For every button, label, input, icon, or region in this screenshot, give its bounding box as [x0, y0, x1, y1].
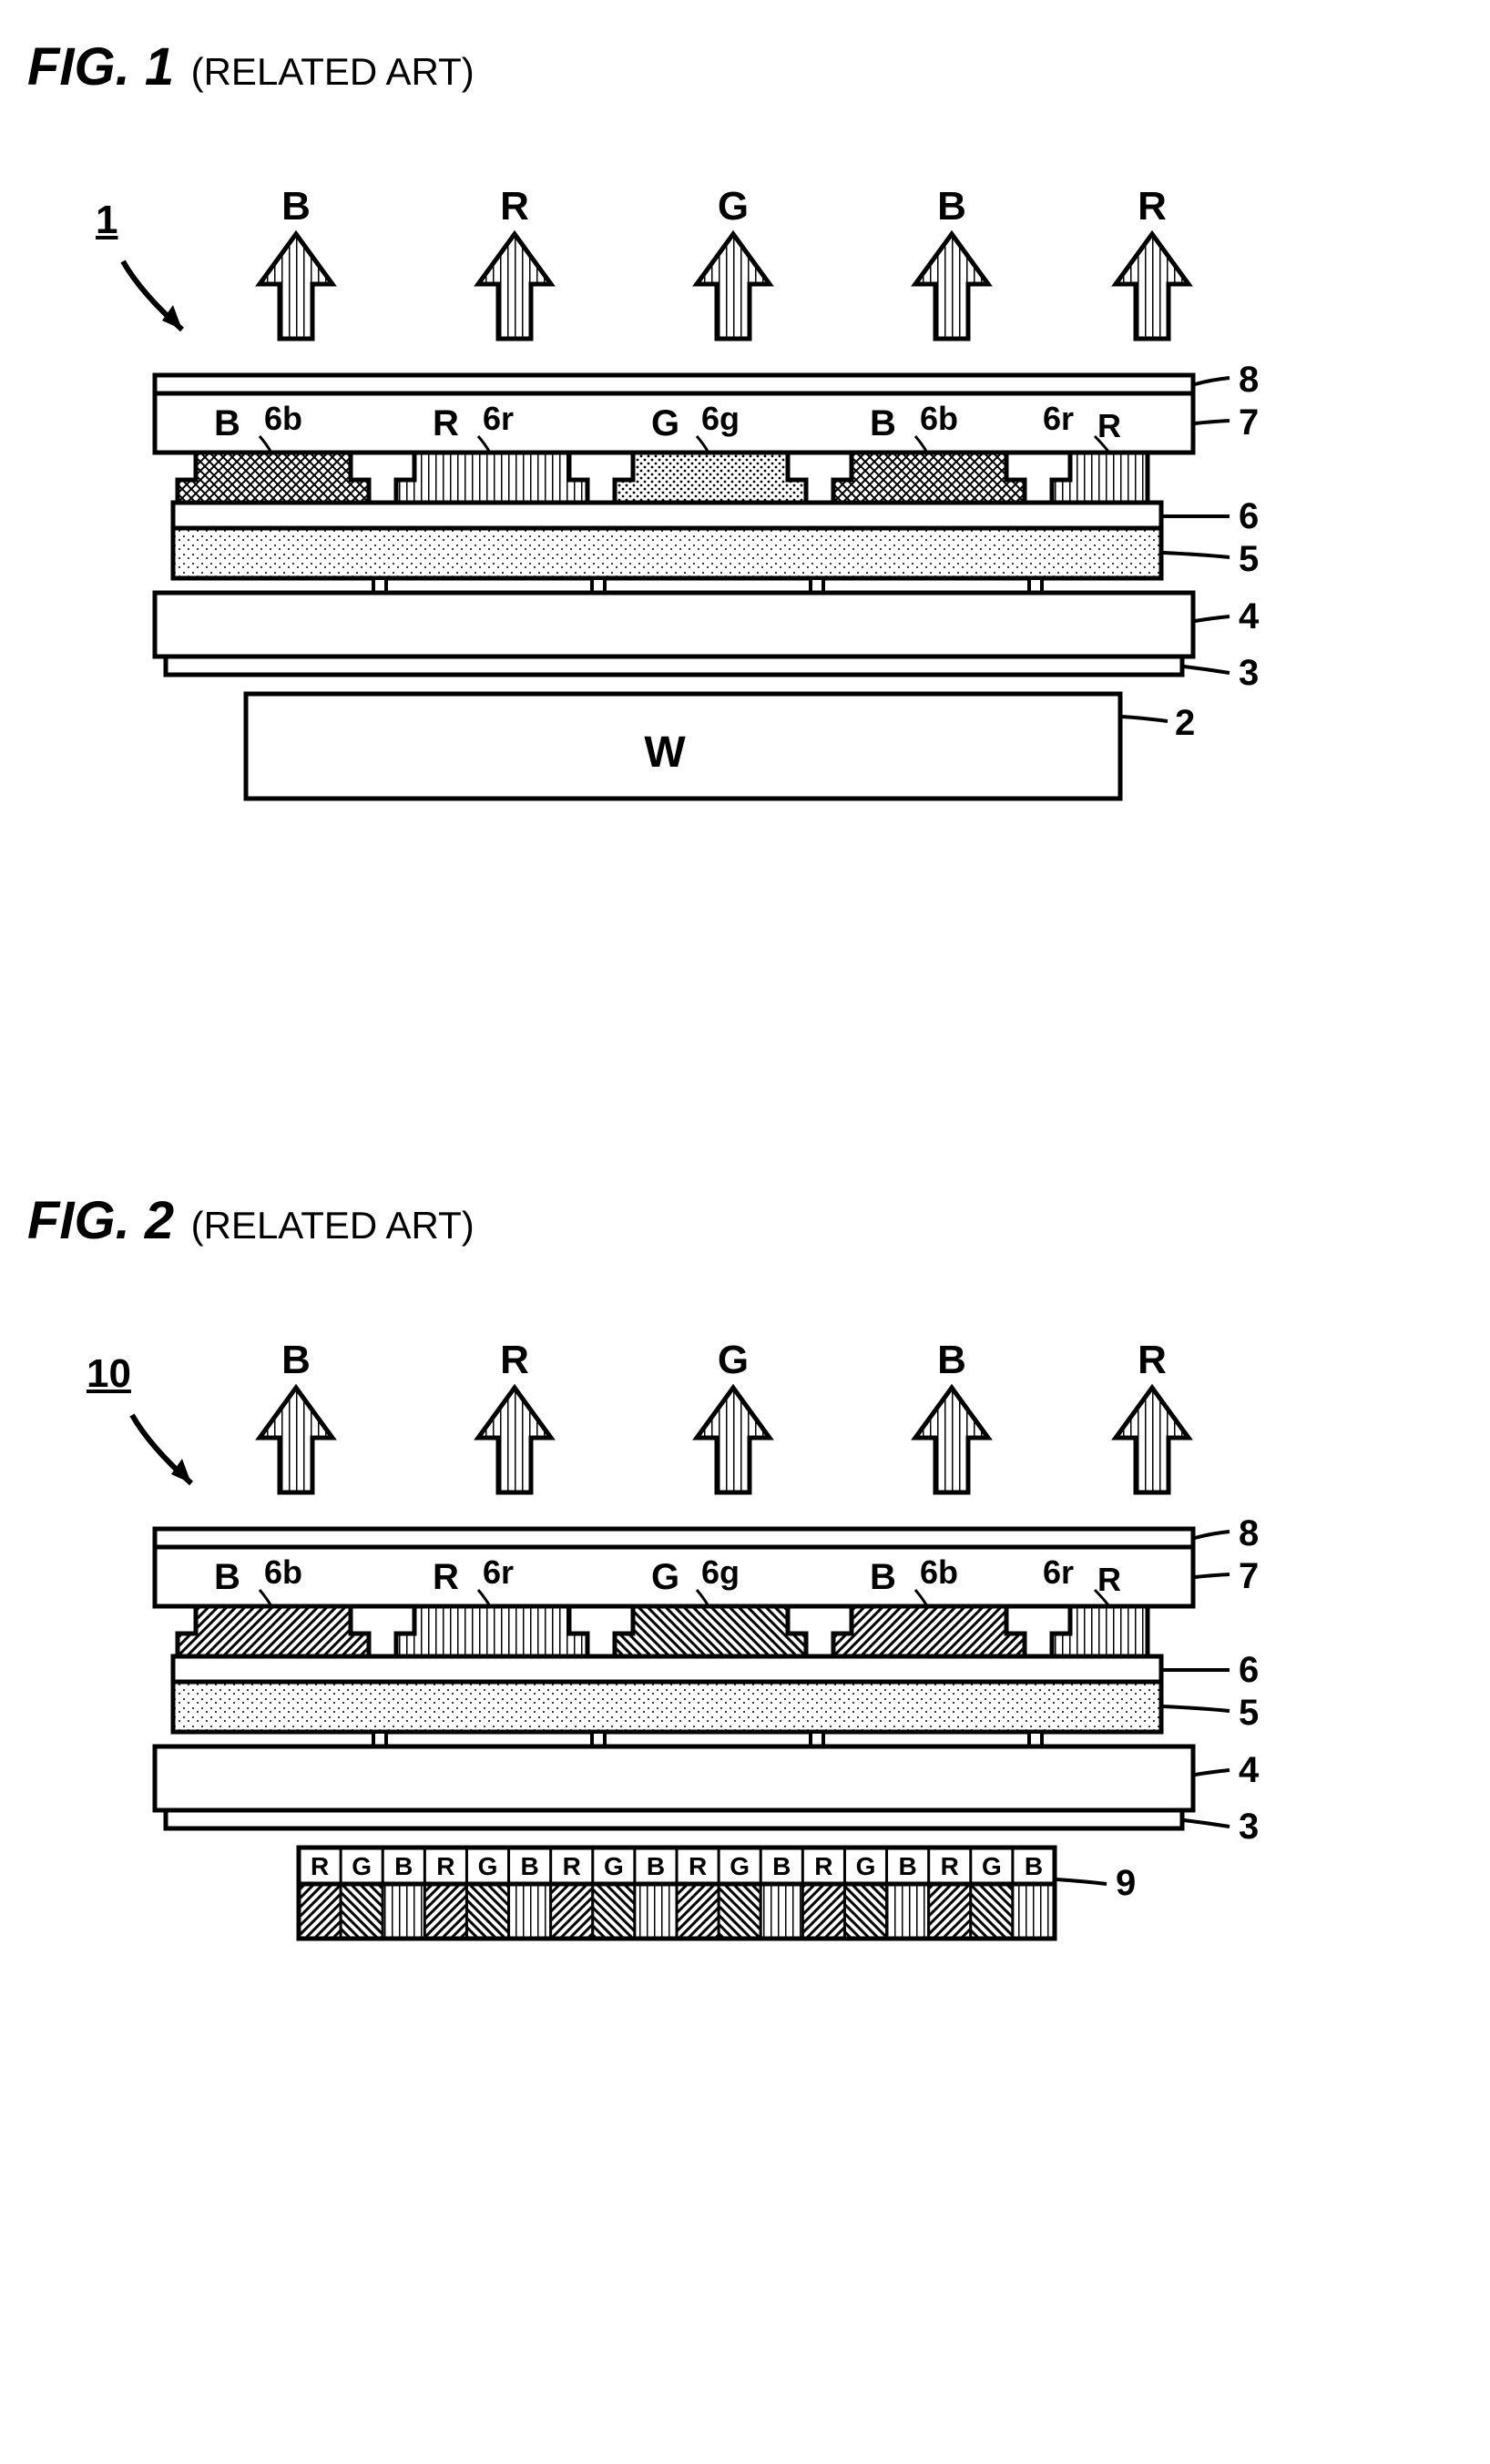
fig1-arrow-label-3: B — [915, 184, 988, 229]
fig1-f1-l: R — [433, 403, 459, 444]
fig1-arrows-group — [260, 234, 1189, 339]
fig1-rl-5: 3 — [1239, 653, 1259, 694]
fig2-f4-s: 6r — [1043, 1553, 1074, 1592]
fig2-rl-5: 3 — [1239, 1807, 1259, 1848]
fig2-rl-1: 7 — [1239, 1556, 1259, 1597]
fig2-rl-0: 8 — [1239, 1513, 1259, 1554]
fig1-arrow-label-1: R — [478, 184, 551, 229]
svg-text:R: R — [689, 1852, 707, 1880]
svg-text:R: R — [814, 1852, 832, 1880]
svg-text:G: G — [982, 1852, 1002, 1880]
svg-text:G: G — [352, 1852, 372, 1880]
fig2-ref: 10 — [87, 1351, 131, 1397]
fig1-rl-2: 6 — [1239, 496, 1259, 537]
fig1-ref: 1 — [96, 198, 117, 243]
svg-text:G: G — [856, 1852, 876, 1880]
fig2-filter-row — [178, 1606, 1148, 1656]
fig1-arrow-label-0: B — [260, 184, 332, 229]
fig2-arrow-label-2: G — [697, 1338, 770, 1383]
svg-text:G: G — [730, 1852, 750, 1880]
fig1-f2-s: 6g — [701, 400, 740, 438]
fig1-rl-0: 8 — [1239, 360, 1259, 401]
svg-text:B: B — [647, 1852, 665, 1880]
figure-2: FIG. 2 (RELATED ART) — [27, 1190, 1463, 2107]
fig1-f3-s: 6b — [920, 400, 958, 438]
svg-text:B: B — [394, 1852, 413, 1880]
fig2-title-text: FIG. 2 — [27, 1191, 174, 1250]
figure-1-title: FIG. 1 (RELATED ART) — [27, 36, 1463, 97]
svg-text:B: B — [1025, 1852, 1043, 1880]
fig1-f1-s: 6r — [483, 400, 514, 438]
svg-text:B: B — [520, 1852, 538, 1880]
fig1-backlight-W: W — [644, 728, 686, 777]
fig1-f2-l: G — [651, 403, 679, 444]
figure-1: FIG. 1 (RELATED ART) — [27, 36, 1463, 953]
figure-2-title: FIG. 2 (RELATED ART) — [27, 1190, 1463, 1251]
fig1-f4-l: R — [1097, 407, 1121, 445]
fig1-rl-6: 2 — [1175, 703, 1195, 744]
fig1-diagram: W 1 B R G B R B 6b R 6r G 6g B — [27, 134, 1393, 953]
fig2-f1-l: R — [433, 1557, 459, 1598]
fig1-rl-3: 5 — [1239, 539, 1259, 580]
fig2-f3-s: 6b — [920, 1553, 958, 1592]
fig2-svg: RGBRGBRGBRGBRGBRGB — [27, 1288, 1393, 2107]
fig2-rl-3: 5 — [1239, 1693, 1259, 1734]
fig2-arrow-label-0: B — [260, 1338, 332, 1383]
svg-text:G: G — [604, 1852, 624, 1880]
fig1-f3-l: B — [870, 403, 896, 444]
fig2-arrow-label-3: B — [915, 1338, 988, 1383]
fig2-arrow-label-1: R — [478, 1338, 551, 1383]
fig1-f0-s: 6b — [264, 400, 302, 438]
fig1-subtitle-text: (RELATED ART) — [191, 50, 475, 93]
fig2-rgb-backlight: RGBRGBRGBRGBRGBRGB — [299, 1848, 1055, 1939]
fig2-f2-l: G — [651, 1557, 679, 1598]
fig2-f1-s: 6r — [483, 1553, 514, 1592]
fig1-svg: W — [27, 134, 1393, 953]
fig1-title-text: FIG. 1 — [27, 37, 174, 97]
fig1-rl-4: 4 — [1239, 596, 1259, 637]
fig2-f0-s: 6b — [264, 1553, 302, 1592]
fig2-f0-l: B — [214, 1557, 240, 1598]
fig2-arrow-label-4: R — [1116, 1338, 1189, 1383]
fig2-f4-l: R — [1097, 1561, 1121, 1599]
fig1-arrow-label-4: R — [1116, 184, 1189, 229]
fig1-f0-l: B — [214, 403, 240, 444]
fig2-rl-2: 6 — [1239, 1650, 1259, 1691]
fig1-f4-s: 6r — [1043, 400, 1074, 438]
svg-text:R: R — [436, 1852, 454, 1880]
fig2-f2-s: 6g — [701, 1553, 740, 1592]
svg-text:R: R — [311, 1852, 329, 1880]
fig2-rl-6: 9 — [1116, 1863, 1136, 1904]
svg-text:R: R — [563, 1852, 581, 1880]
fig2-rl-4: 4 — [1239, 1750, 1259, 1791]
fig2-diagram: RGBRGBRGBRGBRGBRGB 10 B R G B R B 6b R 6… — [27, 1288, 1393, 2107]
svg-text:B: B — [772, 1852, 791, 1880]
fig1-rl-1: 7 — [1239, 402, 1259, 443]
fig1-filter-row — [178, 453, 1148, 503]
svg-text:G: G — [478, 1852, 498, 1880]
fig2-f3-l: B — [870, 1557, 896, 1598]
svg-text:B: B — [898, 1852, 916, 1880]
fig2-subtitle-text: (RELATED ART) — [191, 1204, 475, 1247]
svg-text:R: R — [941, 1852, 959, 1880]
fig1-arrow-label-2: G — [697, 184, 770, 229]
fig2-arrows-group — [260, 1388, 1189, 1492]
